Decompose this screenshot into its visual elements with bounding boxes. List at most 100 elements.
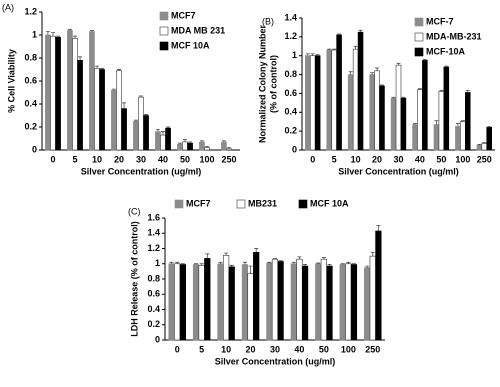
y-axis-label: % Cell Viability [6,49,16,113]
error-bar [303,264,308,267]
error-bar [111,88,116,91]
error-bar [434,120,439,125]
error-bar [224,252,229,256]
bar [412,124,418,151]
bar [143,115,149,151]
error-bar [278,260,283,262]
x-axis-label: Silver Concentration (ug/ml) [338,166,459,176]
legend-swatch [414,32,424,42]
bar [314,55,321,151]
bar [315,263,322,341]
error-bar [144,114,149,116]
bar [395,64,402,151]
error-bar [155,128,160,132]
x-tick-label: 100 [199,154,214,164]
error-bar [89,30,94,32]
legend-label: MCF-10A [426,46,466,56]
error-bar [327,264,332,267]
bar [271,258,279,341]
legend-label: MCF 10A [310,198,349,208]
error-bar [358,29,363,33]
error-bar [297,256,302,260]
x-tick-label: 30 [393,154,403,164]
error-bar [413,123,418,125]
error-bar [229,264,234,267]
error-bar [332,48,337,51]
bar [296,258,303,341]
bar [305,55,311,151]
bar [174,263,181,341]
bar [433,124,440,151]
legend-label: MCF7 [186,198,211,208]
legend-swatch [174,199,184,209]
error-bar [422,59,427,61]
bar [121,108,127,151]
error-bar [487,126,492,128]
bar [266,262,273,341]
bar [379,85,385,151]
error-bar [273,258,277,260]
error-bar [133,119,138,122]
error-bar [351,263,356,265]
bar [320,258,328,341]
error-bar [370,72,375,75]
bar [345,263,352,341]
error-bar [396,62,401,66]
error-bar [199,140,204,142]
y-tick-label: 0.6 [147,289,160,299]
x-tick-label: 250 [365,344,380,354]
bar [352,48,359,151]
error-bar [370,251,375,257]
x-tick-label: 10 [221,344,231,354]
bar [460,121,466,151]
y-tick-label: 1.2 [284,31,297,41]
y-tick-label: 0.8 [147,273,160,283]
bar [221,141,227,151]
bar [192,264,200,341]
bar [99,69,105,151]
bar [50,35,56,151]
x-tick-label: 40 [158,154,168,164]
error-bar [242,261,247,265]
error-bar [379,84,384,86]
bar [336,34,342,151]
legend-swatch [414,47,424,57]
x-tick-label: 50 [319,344,329,354]
x-tick-label: 0 [310,154,315,164]
error-bar [315,54,320,56]
error-bar [122,102,127,109]
y-tick-label: 0.8 [284,69,297,79]
error-bar [183,139,187,142]
bar [241,264,249,341]
x-tick-label: 20 [114,154,124,164]
error-bar [175,261,180,264]
y-tick-label: 1.4 [284,12,297,22]
panel-label: (A) [2,2,14,12]
y-tick-label: 0.2 [24,121,37,131]
error-bar [316,262,321,264]
x-tick-label: 5 [199,344,204,354]
bar [89,31,95,151]
error-bar [67,28,72,31]
bar [253,252,260,341]
bar [133,120,139,151]
bar [198,264,205,341]
bar [443,66,450,151]
legend-label: MCF7 [171,10,196,20]
error-bar [139,95,143,98]
error-bar [477,143,482,146]
y-tick-label: 0.6 [284,88,297,98]
panel-label: (C) [128,206,141,216]
bar [331,49,337,151]
error-bar [100,68,105,70]
error-bar [218,261,223,264]
bar [476,144,483,151]
bar [67,30,73,151]
bar [326,49,333,151]
legend-label: MCF 10A [171,40,210,50]
legend-label: MB231 [248,198,277,208]
error-bar [177,142,182,145]
bar [326,265,333,341]
bar [390,97,397,151]
